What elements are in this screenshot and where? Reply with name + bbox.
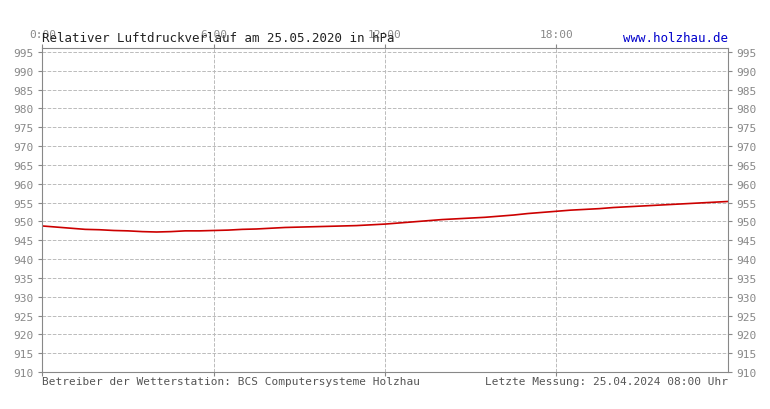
Text: Betreiber der Wetterstation: BCS Computersysteme Holzhau: Betreiber der Wetterstation: BCS Compute… — [42, 376, 420, 386]
Text: Letzte Messung: 25.04.2024 08:00 Uhr: Letzte Messung: 25.04.2024 08:00 Uhr — [484, 376, 728, 386]
Text: Relativer Luftdruckverlauf am 25.05.2020 in hPa: Relativer Luftdruckverlauf am 25.05.2020… — [42, 32, 395, 45]
Text: www.holzhau.de: www.holzhau.de — [623, 32, 728, 45]
